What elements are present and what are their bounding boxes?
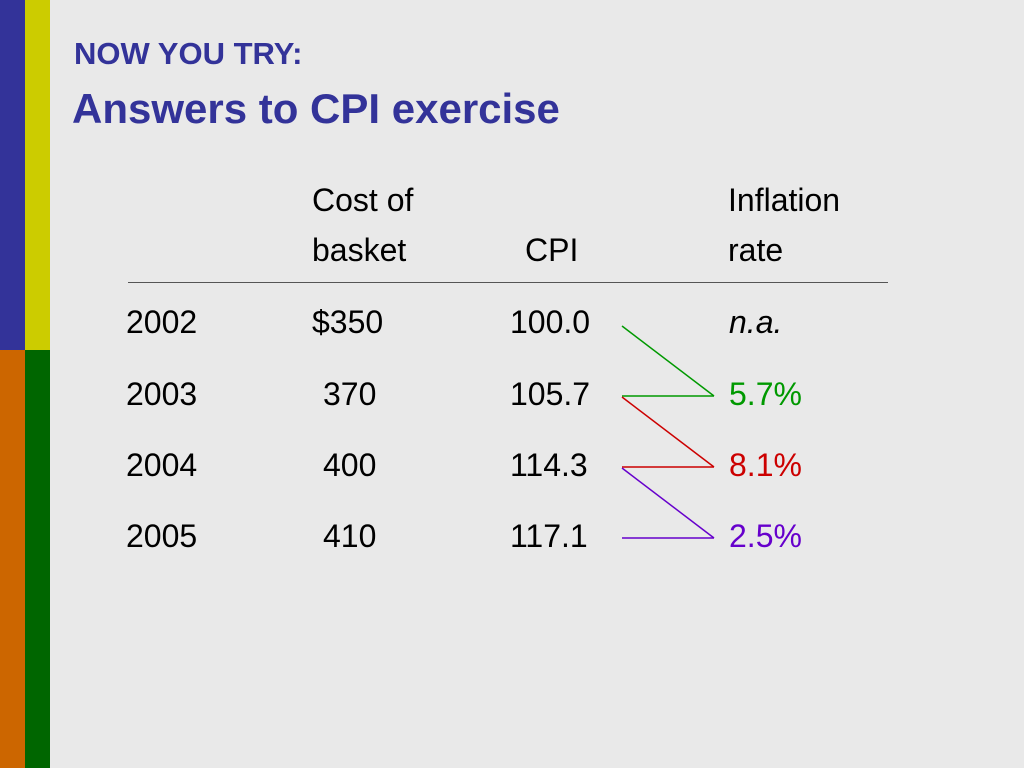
cell-inflation-2005: 2.5%	[729, 518, 802, 554]
cell-cost-2004: 400	[323, 447, 377, 483]
stripe-yellow	[25, 0, 50, 350]
connector-2005	[621, 467, 715, 539]
cell-inflation-2002: n.a.	[729, 304, 783, 340]
header-cpi-label: CPI	[525, 232, 579, 268]
cell-cpi-2004: 114.3	[510, 447, 588, 483]
header-cost-of-basket: Cost of basket	[312, 175, 413, 275]
connector-2003	[621, 325, 715, 397]
cell-year-2003: 2003	[126, 376, 198, 412]
stripe-green	[25, 350, 50, 768]
header-cost-line2: basket	[312, 232, 407, 268]
header-cpi: CPI	[525, 225, 578, 275]
cell-cost-2002: $350	[312, 304, 384, 340]
cell-year-2004: 2004	[126, 447, 198, 483]
cell-cost-2005: 410	[323, 518, 377, 554]
header-inflation-rate: Inflation rate	[728, 175, 840, 275]
cell-cpi-2003: 105.7	[510, 376, 591, 412]
cell-inflation-2003: 5.7%	[729, 376, 802, 412]
stripe-orange	[0, 350, 25, 768]
cell-inflation-2004: 8.1%	[729, 447, 802, 483]
slide-title: Answers to CPI exercise	[72, 85, 560, 132]
stripe-blue	[0, 0, 25, 350]
header-cost-line1: Cost of	[312, 182, 414, 218]
cell-cpi-2002: 100.0	[510, 304, 591, 340]
cell-year-2005: 2005	[126, 518, 198, 554]
header-inflation-line2: rate	[728, 232, 784, 268]
connector-2004	[621, 396, 715, 468]
cell-year-2002: 2002	[126, 304, 198, 340]
slide-subtitle: NOW YOU TRY:	[74, 36, 303, 71]
header-divider	[128, 282, 888, 283]
cell-cost-2003: 370	[323, 376, 377, 412]
cell-cpi-2005: 117.1	[510, 518, 588, 554]
header-inflation-line1: Inflation	[728, 182, 841, 218]
